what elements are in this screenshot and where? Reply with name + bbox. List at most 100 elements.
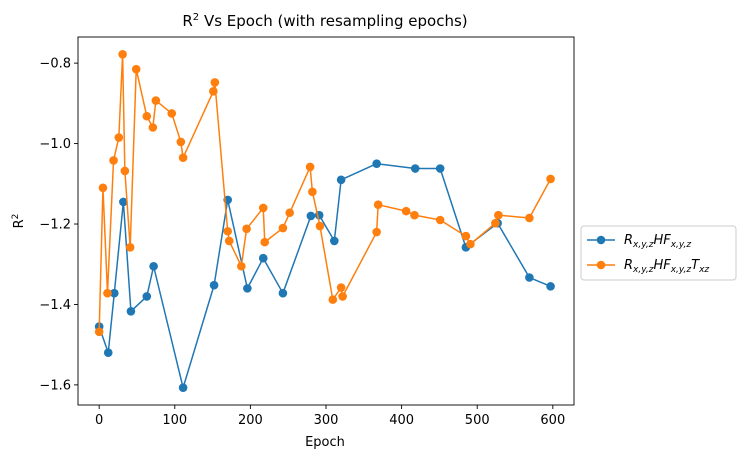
series-2-point xyxy=(338,292,347,301)
series-2-point xyxy=(336,283,346,292)
plot-area: 0 100 200 300 400 500 600 −1.6 −1.4 −1.2 −1.0 −0.8 xyxy=(39,36,575,428)
series-1-point xyxy=(119,197,128,207)
series-2-point xyxy=(328,295,338,304)
series-1-point xyxy=(372,159,381,168)
series-2-point xyxy=(305,162,315,172)
y-axis-label-sup: 2 xyxy=(11,214,21,220)
y-tick-label: −1.0 xyxy=(39,137,71,152)
series-2-point xyxy=(315,221,325,231)
x-tick-label: 100 xyxy=(162,413,187,428)
chart-title-sup: 2 xyxy=(193,12,199,23)
legend-swatch-marker xyxy=(596,260,606,270)
series-2-point xyxy=(461,231,471,241)
series-1-point xyxy=(410,164,420,173)
series-2-point xyxy=(209,86,218,96)
y-tick-label: −1.4 xyxy=(39,298,71,313)
legend-label-part: R xyxy=(624,233,633,248)
series-2-point xyxy=(373,200,383,210)
legend-label-part: xz xyxy=(698,265,709,275)
series-2-point xyxy=(223,226,233,236)
series-2-point xyxy=(114,133,124,142)
series-1-point xyxy=(142,292,152,301)
series-1-point xyxy=(126,306,136,316)
series-2-point xyxy=(494,210,503,220)
chart-title: R2 Vs Epoch (with resampling epochs) xyxy=(182,12,467,30)
series-2-point xyxy=(109,156,118,165)
legend-label-1: Rx,y,zHFx,y,z xyxy=(624,233,691,250)
x-tick-label: 300 xyxy=(314,413,339,428)
series-2-point xyxy=(210,78,220,87)
x-tick-label: 500 xyxy=(465,413,490,428)
series-1-point xyxy=(525,273,534,282)
y-axis-label: R2 xyxy=(11,214,27,229)
legend-label-part: HF xyxy=(653,258,671,273)
series-1-point xyxy=(330,236,339,246)
series-1-point xyxy=(149,261,158,271)
series-2-point xyxy=(120,166,130,176)
series-1-point xyxy=(258,253,268,263)
series-1-point xyxy=(109,288,119,298)
series-2-point xyxy=(260,237,270,247)
series-2-point xyxy=(546,174,555,184)
series-2-point xyxy=(372,227,381,237)
series-2-point xyxy=(401,206,411,216)
legend: Rx,y,zHFx,y,zRx,y,zHFx,y,zTxz xyxy=(580,225,737,281)
series-2-point xyxy=(491,218,500,228)
series-1-point xyxy=(209,280,219,290)
y-axis-label-main: R xyxy=(12,219,27,228)
series-2 xyxy=(94,49,555,337)
chart-title-main: R xyxy=(182,12,192,30)
legend-label-part: x,y,z xyxy=(632,240,654,250)
legend-swatch-marker xyxy=(596,235,606,245)
series-1-point xyxy=(103,348,113,358)
legend-frame xyxy=(580,225,737,281)
series-2-point xyxy=(103,288,112,298)
legend-label-part: x,y,z xyxy=(670,240,692,250)
series-1-point xyxy=(306,211,316,221)
y-tick-label: −1.6 xyxy=(39,378,71,393)
series-2-point xyxy=(308,187,317,197)
series-2-point xyxy=(237,261,246,271)
series-2-point xyxy=(176,137,186,147)
series-2-point xyxy=(151,96,161,105)
legend-label-part: x,y,z xyxy=(670,265,692,275)
legend-label-part: R xyxy=(624,258,633,273)
series-2-point xyxy=(410,210,419,220)
series-2-point xyxy=(278,223,288,233)
series-2-point xyxy=(131,64,141,74)
series-1-point xyxy=(435,164,445,173)
series-1-point xyxy=(278,288,288,298)
series-1-line xyxy=(98,162,551,389)
x-axis-label: Epoch xyxy=(305,435,345,450)
x-tick-label: 400 xyxy=(389,413,414,428)
series-2-point xyxy=(258,203,268,213)
series-2-point xyxy=(285,208,295,218)
legend-label-2: Rx,y,zHFx,y,zTxz xyxy=(624,258,709,275)
x-tick-label: 0 xyxy=(95,413,103,428)
series-2-point xyxy=(148,123,158,132)
y-tick-label: −1.2 xyxy=(39,218,71,233)
legend-label-part: x,y,z xyxy=(632,265,654,275)
series-1-point xyxy=(243,284,252,293)
series-2-point xyxy=(466,239,475,249)
series-2-point xyxy=(167,109,177,118)
series-2-point xyxy=(142,111,152,121)
x-tick-label: 600 xyxy=(540,413,565,428)
series-1-point xyxy=(178,383,188,393)
x-tick-label: 200 xyxy=(238,413,263,428)
series-2-point xyxy=(98,183,108,193)
series-2-point xyxy=(224,236,234,246)
series-2-point xyxy=(178,153,188,162)
series-2-point xyxy=(94,327,104,337)
legend-label-part: HF xyxy=(653,233,671,248)
series-2-point xyxy=(118,49,127,59)
series-2-point xyxy=(242,224,251,234)
series-1-point xyxy=(546,282,555,291)
series-2-point xyxy=(525,213,534,223)
series-1 xyxy=(94,159,555,393)
series-1-point xyxy=(336,175,346,185)
y-tick-label: −0.8 xyxy=(39,57,71,72)
series-2-point xyxy=(125,243,135,252)
legend-label-part: T xyxy=(691,258,700,273)
chart-title-rest: Vs Epoch (with resampling epochs) xyxy=(199,12,467,30)
